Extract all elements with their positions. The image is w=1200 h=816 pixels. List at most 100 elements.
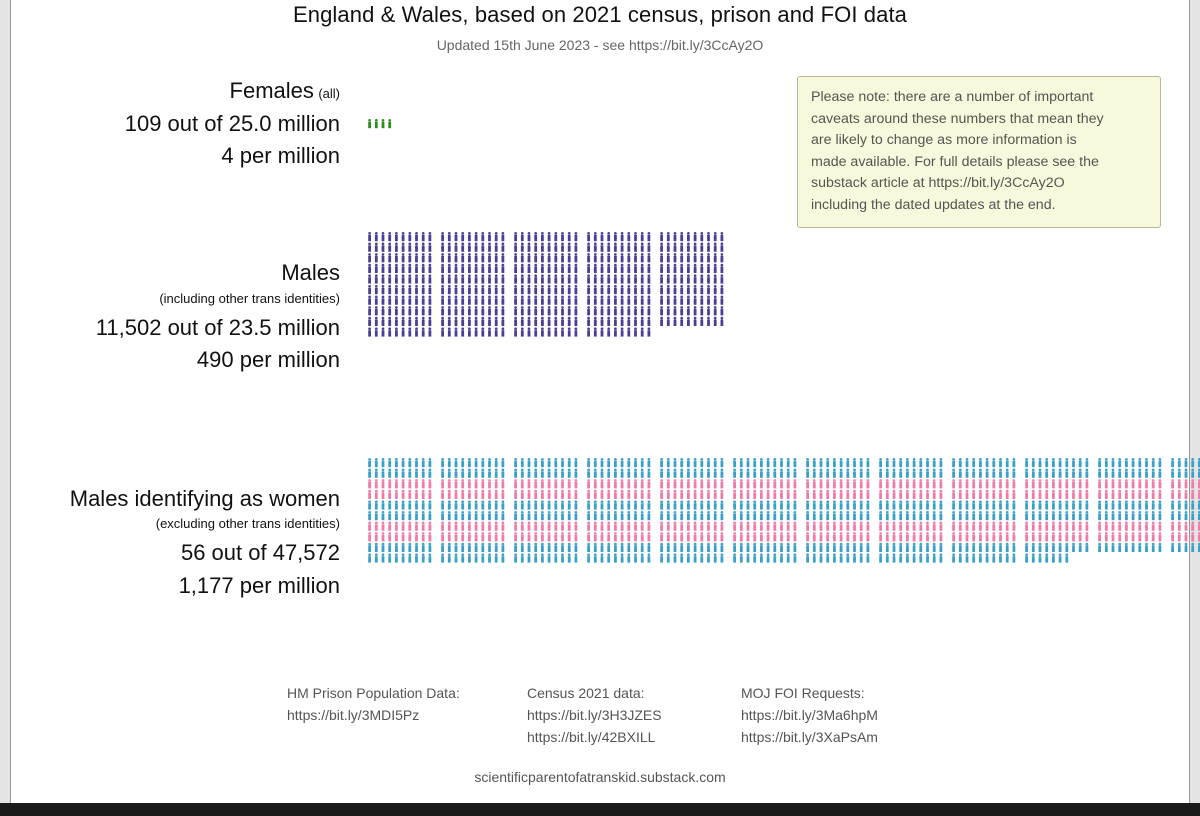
person-icon-male xyxy=(401,231,405,242)
person-icon-male-identifying-as-woman xyxy=(673,532,677,542)
person-icon-male-identifying-as-woman xyxy=(368,510,371,521)
person-icon-male-identifying-as-woman xyxy=(859,479,863,489)
person-icon-male-identifying-as-woman xyxy=(587,521,590,531)
person-icon-male-identifying-as-woman xyxy=(488,542,491,552)
source-link[interactable]: https://bit.ly/3H3JZES xyxy=(527,707,662,723)
person-icon-male-identifying-as-woman xyxy=(999,521,1002,531)
source-link[interactable]: https://bit.ly/3Ma6hpM xyxy=(741,707,878,723)
person-icon-male-identifying-as-woman xyxy=(1098,510,1101,521)
person-icon-male-identifying-as-woman xyxy=(707,521,710,531)
person-icon-male xyxy=(700,295,704,305)
person-icon-male-identifying-as-woman xyxy=(1058,468,1062,478)
person-icon-male-identifying-as-woman xyxy=(912,479,916,489)
person-icon-male-identifying-as-woman xyxy=(1045,553,1049,563)
person-icon-male-identifying-as-woman xyxy=(939,553,943,563)
person-icon-male-identifying-as-woman xyxy=(780,468,783,478)
person-icon-male-identifying-as-woman xyxy=(488,489,491,499)
person-icon-male-identifying-as-woman xyxy=(846,457,850,468)
person-icon-male-identifying-as-woman xyxy=(833,500,836,510)
person-icon-male-identifying-as-woman xyxy=(1005,479,1009,489)
person-icon-male-identifying-as-woman xyxy=(627,521,631,531)
footer-url[interactable]: scientificparentofatranskid.substack.com xyxy=(474,769,726,785)
person-icon-male xyxy=(428,295,432,305)
group-count-males: 11,502 out of 23.5 million xyxy=(95,315,340,340)
person-icon-male xyxy=(474,263,478,273)
person-icon-male-identifying-as-woman xyxy=(806,500,809,510)
person-icon-male xyxy=(600,327,604,337)
person-icon-male-identifying-as-woman xyxy=(1031,553,1035,563)
person-icon-male xyxy=(600,316,604,326)
person-icon-male-identifying-as-woman xyxy=(1184,489,1188,499)
person-icon-male-identifying-as-woman xyxy=(481,542,485,552)
person-icon-male-identifying-as-woman xyxy=(1045,489,1049,499)
person-icon-male-identifying-as-woman xyxy=(965,479,969,489)
person-icon-male-identifying-as-woman xyxy=(1177,532,1181,542)
person-icon-male-identifying-as-woman xyxy=(447,510,451,521)
person-icon-male-identifying-as-woman xyxy=(520,510,524,521)
person-icon-male xyxy=(468,253,471,263)
person-icon-male xyxy=(527,263,531,273)
person-icon-male xyxy=(514,231,517,242)
person-icon-male-identifying-as-woman xyxy=(408,479,412,489)
person-icon-male-identifying-as-woman xyxy=(1184,457,1188,468)
person-icon-male xyxy=(401,316,405,326)
person-icon-male-identifying-as-woman xyxy=(780,521,783,531)
person-icon-male-identifying-as-woman xyxy=(780,479,783,489)
person-icon-male-identifying-as-woman xyxy=(733,532,736,542)
person-icon-male-identifying-as-woman xyxy=(627,479,631,489)
person-icon-male-identifying-as-woman xyxy=(985,479,989,489)
person-icon-male-identifying-as-woman xyxy=(401,532,405,542)
person-icon-male xyxy=(501,306,505,316)
person-icon-male xyxy=(368,263,371,273)
person-icon-male-identifying-as-woman xyxy=(846,542,850,552)
person-icon-male-identifying-as-woman xyxy=(700,542,704,552)
person-icon-male xyxy=(700,263,704,273)
person-icon-male xyxy=(454,295,458,305)
person-icon-male-identifying-as-woman xyxy=(374,510,378,521)
person-icon-male xyxy=(401,253,405,263)
person-icon-male-identifying-as-woman xyxy=(919,457,923,468)
person-icon-male-identifying-as-woman xyxy=(481,532,485,542)
person-icon-male xyxy=(541,242,544,252)
person-icon-male-identifying-as-woman xyxy=(859,532,863,542)
person-icon-male-identifying-as-woman xyxy=(992,521,996,531)
person-icon-male xyxy=(520,263,524,273)
person-icon-male xyxy=(687,242,690,252)
source-link[interactable]: https://bit.ly/3XaPsAm xyxy=(741,729,878,745)
person-icon-male xyxy=(680,274,684,284)
person-icon-male-identifying-as-woman xyxy=(620,468,624,478)
person-icon-male-identifying-as-woman xyxy=(520,468,524,478)
person-icon-male xyxy=(534,316,538,326)
person-icon-male-identifying-as-woman xyxy=(1038,468,1042,478)
person-icon-male-identifying-as-woman xyxy=(1078,489,1082,499)
person-icon-male-identifying-as-woman xyxy=(826,521,830,531)
person-icon-male-identifying-as-woman xyxy=(773,489,777,499)
person-icon-male xyxy=(587,263,590,273)
person-icon-male-identifying-as-woman xyxy=(534,521,538,531)
person-icon-male-identifying-as-woman xyxy=(666,521,670,531)
person-icon-male-identifying-as-woman xyxy=(534,553,538,563)
person-icon-male xyxy=(620,295,624,305)
person-icon-male-identifying-as-woman xyxy=(388,468,392,478)
person-icon-male-identifying-as-woman xyxy=(906,500,909,510)
person-icon-male xyxy=(527,274,531,284)
person-icon-male xyxy=(374,295,378,305)
person-icon-male-identifying-as-woman xyxy=(474,553,478,563)
person-icon-male-identifying-as-woman xyxy=(1184,479,1188,489)
person-icon-male-identifying-as-woman xyxy=(1065,500,1069,510)
person-icon-male xyxy=(607,263,611,273)
source-link[interactable]: https://bit.ly/42BXILL xyxy=(527,729,656,745)
source-link[interactable]: https://bit.ly/3MDI5Pz xyxy=(287,707,420,723)
person-icon-male-identifying-as-woman xyxy=(374,479,378,489)
person-icon-male-identifying-as-woman xyxy=(819,479,823,489)
person-icon-male-identifying-as-woman xyxy=(614,457,617,468)
person-icon-male-identifying-as-woman xyxy=(1184,521,1188,531)
person-icon-male xyxy=(614,263,617,273)
person-icon-male-identifying-as-woman xyxy=(634,553,637,563)
person-icon-male xyxy=(374,327,378,337)
person-icon-male xyxy=(481,306,485,316)
person-icon-male-identifying-as-woman xyxy=(1125,532,1128,542)
person-icon-male-identifying-as-woman xyxy=(1058,542,1062,552)
person-icon-male xyxy=(381,327,385,337)
